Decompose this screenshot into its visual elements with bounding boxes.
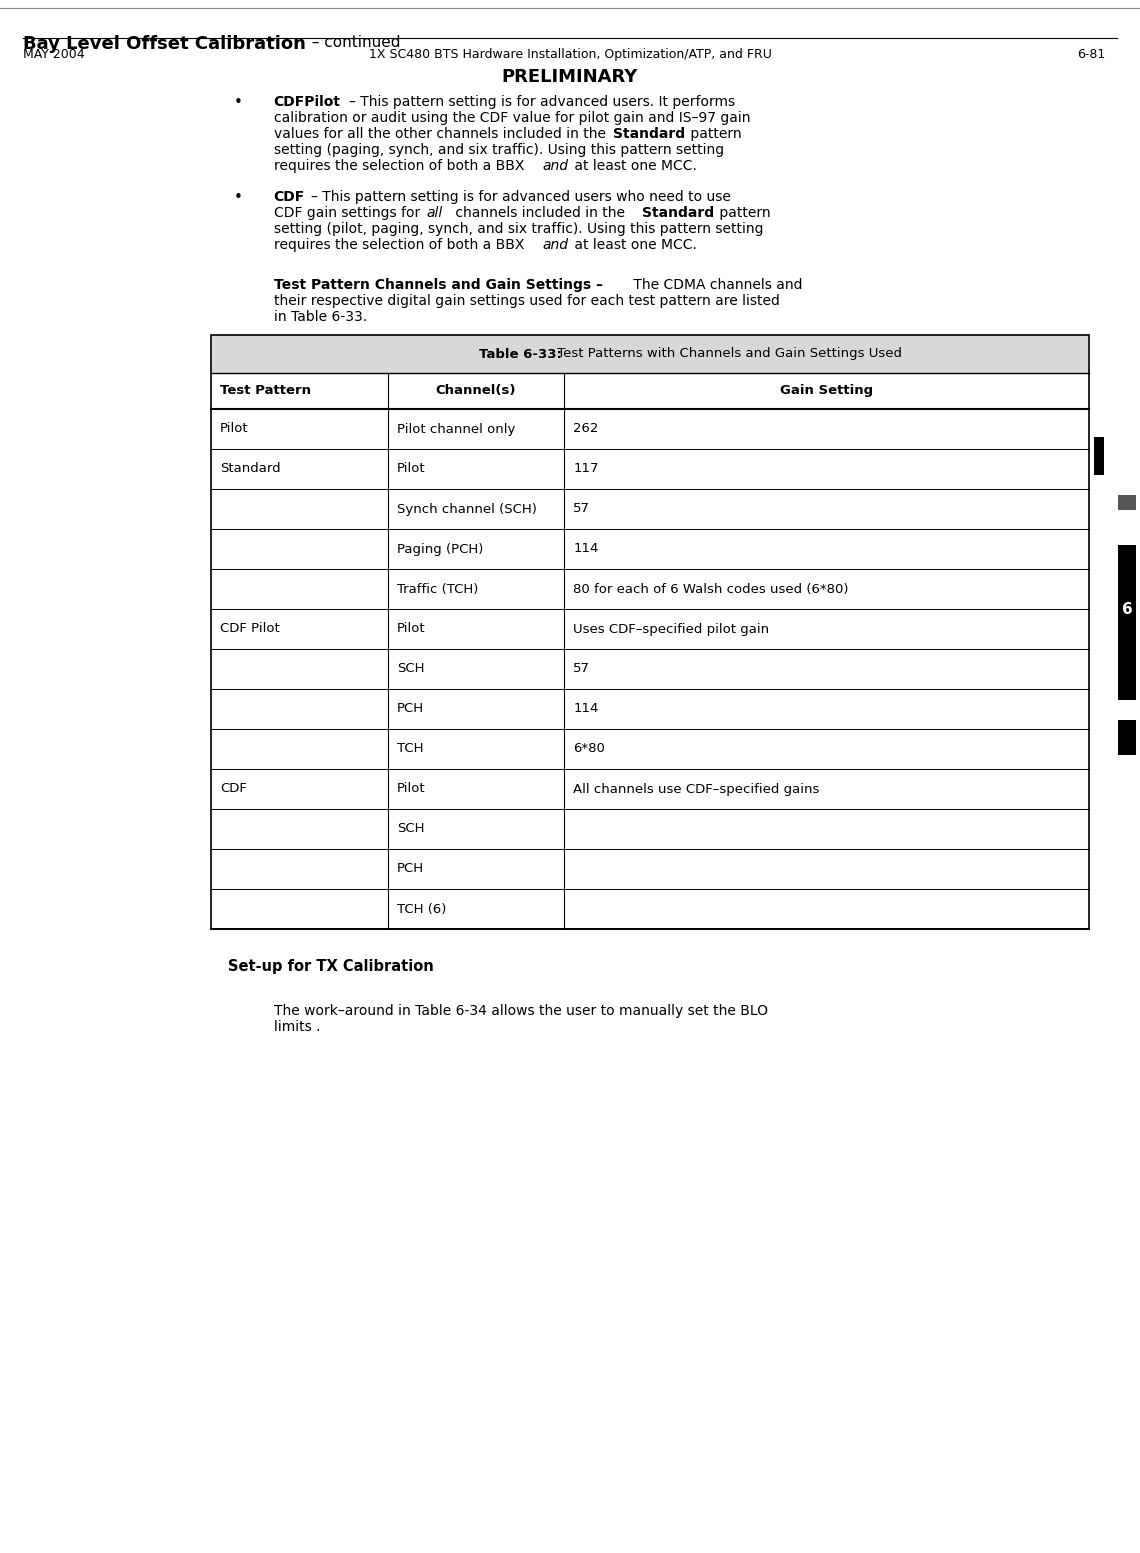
Text: pattern: pattern bbox=[686, 127, 742, 141]
Text: MAY 2004: MAY 2004 bbox=[23, 48, 84, 61]
Text: Standard: Standard bbox=[613, 127, 685, 141]
Text: requires the selection of both a BBX: requires the selection of both a BBX bbox=[274, 158, 528, 172]
Text: TCH: TCH bbox=[397, 742, 423, 755]
Text: pattern: pattern bbox=[715, 207, 771, 221]
Text: Test Patterns with Channels and Gain Settings Used: Test Patterns with Channels and Gain Set… bbox=[553, 348, 902, 360]
Text: Pilot: Pilot bbox=[220, 422, 249, 435]
Text: and: and bbox=[543, 158, 569, 172]
Bar bbox=[1118, 495, 1135, 509]
Text: The work–around in Table 6-34 allows the user to manually set the BLO: The work–around in Table 6-34 allows the… bbox=[274, 1003, 767, 1019]
Text: CDF: CDF bbox=[274, 189, 304, 203]
Text: SCH: SCH bbox=[397, 663, 424, 676]
Text: Synch channel (SCH): Synch channel (SCH) bbox=[397, 503, 537, 516]
Text: Gain Setting: Gain Setting bbox=[780, 385, 873, 398]
Text: Traffic (TCH): Traffic (TCH) bbox=[397, 582, 478, 595]
Text: Pilot: Pilot bbox=[397, 623, 425, 635]
Text: PCH: PCH bbox=[397, 702, 424, 716]
Text: – This pattern setting is for advanced users who need to use: – This pattern setting is for advanced u… bbox=[311, 189, 731, 203]
Text: Test Pattern: Test Pattern bbox=[220, 385, 311, 398]
Text: setting (pilot, paging, synch, and six traffic). Using this pattern setting: setting (pilot, paging, synch, and six t… bbox=[274, 222, 763, 236]
Text: calibration or audit using the CDF value for pilot gain and IS–97 gain: calibration or audit using the CDF value… bbox=[274, 110, 750, 124]
Text: SCH: SCH bbox=[397, 823, 424, 836]
Text: Standard: Standard bbox=[642, 207, 714, 221]
Text: and: and bbox=[543, 238, 569, 252]
Bar bbox=[211, 335, 1089, 373]
Text: Paging (PCH): Paging (PCH) bbox=[397, 542, 483, 556]
Bar bbox=[1118, 721, 1135, 755]
Text: their respective digital gain settings used for each test pattern are listed: their respective digital gain settings u… bbox=[274, 294, 780, 307]
Text: Bay Level Offset Calibration: Bay Level Offset Calibration bbox=[23, 36, 306, 53]
Text: •: • bbox=[234, 189, 243, 205]
Text: Set-up for TX Calibration: Set-up for TX Calibration bbox=[228, 960, 433, 974]
Text: 57: 57 bbox=[573, 503, 591, 516]
Text: 6-81: 6-81 bbox=[1077, 48, 1106, 61]
Text: 117: 117 bbox=[573, 463, 598, 475]
Text: – This pattern setting is for advanced users. It performs: – This pattern setting is for advanced u… bbox=[349, 95, 735, 109]
Text: channels included in the: channels included in the bbox=[451, 207, 629, 221]
Text: TCH (6): TCH (6) bbox=[397, 902, 446, 916]
Text: Channel(s): Channel(s) bbox=[435, 385, 516, 398]
Text: The CDMA channels and: The CDMA channels and bbox=[629, 278, 803, 292]
Text: 114: 114 bbox=[573, 702, 598, 716]
Text: PCH: PCH bbox=[397, 862, 424, 876]
Text: 262: 262 bbox=[573, 422, 598, 435]
Text: CDF gain settings for: CDF gain settings for bbox=[274, 207, 424, 221]
Text: 1X SC480 BTS Hardware Installation, Optimization/ATP, and FRU: 1X SC480 BTS Hardware Installation, Opti… bbox=[368, 48, 772, 61]
Text: at least one MCC.: at least one MCC. bbox=[570, 158, 697, 172]
Text: Test Pattern Channels and Gain Settings –: Test Pattern Channels and Gain Settings … bbox=[274, 278, 603, 292]
Bar bbox=[1118, 545, 1135, 700]
Text: limits .: limits . bbox=[274, 1020, 320, 1034]
Text: in Table 6-33.: in Table 6-33. bbox=[274, 311, 367, 325]
Text: CDF Pilot: CDF Pilot bbox=[220, 623, 279, 635]
Text: Pilot: Pilot bbox=[397, 783, 425, 795]
Text: 114: 114 bbox=[573, 542, 598, 556]
Text: PRELIMINARY: PRELIMINARY bbox=[502, 68, 638, 85]
Text: Table 6-33:: Table 6-33: bbox=[479, 348, 562, 360]
Text: 57: 57 bbox=[573, 663, 591, 676]
Bar bbox=[1094, 436, 1104, 475]
Text: 80 for each of 6 Walsh codes used (6*80): 80 for each of 6 Walsh codes used (6*80) bbox=[573, 582, 849, 595]
Bar bbox=[211, 335, 1089, 929]
Text: 6*80: 6*80 bbox=[573, 742, 605, 755]
Text: values for all the other channels included in the: values for all the other channels includ… bbox=[274, 127, 610, 141]
Text: CDF: CDF bbox=[220, 783, 247, 795]
Text: Uses CDF–specified pilot gain: Uses CDF–specified pilot gain bbox=[573, 623, 770, 635]
Text: Pilot: Pilot bbox=[397, 463, 425, 475]
Text: 6: 6 bbox=[1122, 603, 1132, 618]
Text: requires the selection of both a BBX: requires the selection of both a BBX bbox=[274, 238, 528, 252]
Text: •: • bbox=[234, 95, 243, 110]
Text: CDFPilot: CDFPilot bbox=[274, 95, 341, 109]
Text: setting (paging, synch, and six traffic). Using this pattern setting: setting (paging, synch, and six traffic)… bbox=[274, 143, 724, 157]
Text: Pilot channel only: Pilot channel only bbox=[397, 422, 515, 435]
Text: at least one MCC.: at least one MCC. bbox=[570, 238, 697, 252]
Text: Standard: Standard bbox=[220, 463, 280, 475]
Text: all: all bbox=[426, 207, 442, 221]
Text: All channels use CDF–specified gains: All channels use CDF–specified gains bbox=[573, 783, 820, 795]
Text: – continued: – continued bbox=[302, 36, 400, 50]
